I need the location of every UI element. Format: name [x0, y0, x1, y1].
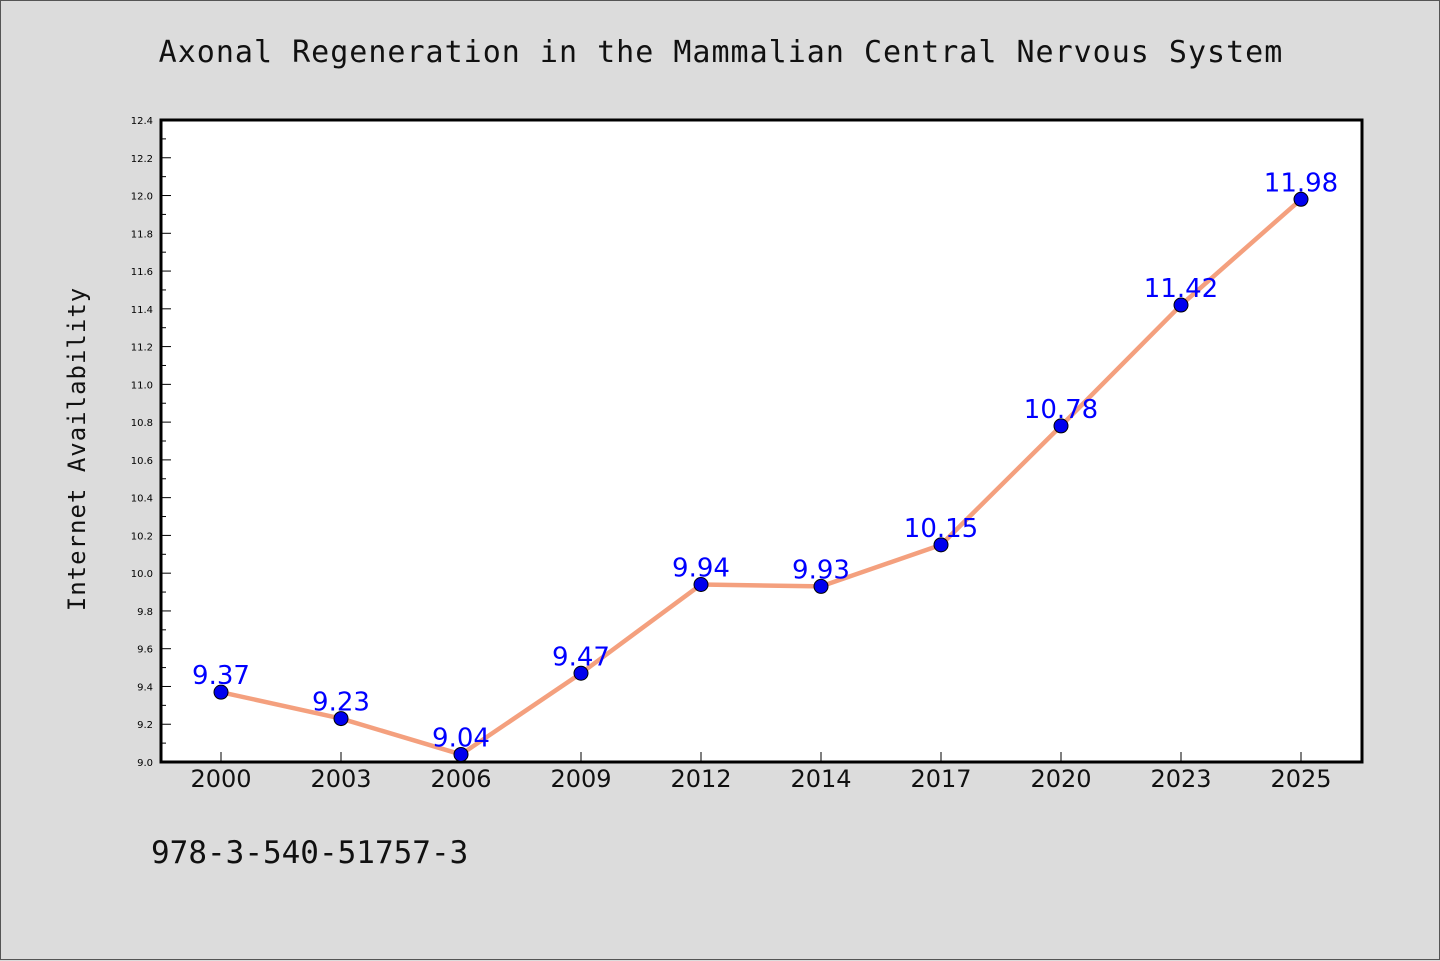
- y-axis-title: Internet Availability: [63, 287, 91, 611]
- data-point: [333, 711, 349, 727]
- data-point: [693, 577, 709, 593]
- y-tick-label: 11.0: [131, 380, 153, 391]
- x-tick-label: 2003: [310, 765, 371, 793]
- data-points: [213, 191, 1309, 762]
- x-tick-label: 2017: [910, 765, 971, 793]
- y-tick-label: 9.2: [137, 720, 153, 731]
- y-tick-label: 12.2: [131, 154, 153, 165]
- plot-area: [159, 118, 1364, 764]
- y-tick-label: 10.4: [131, 494, 153, 505]
- data-label: 11.42: [1144, 274, 1218, 304]
- data-label: 9.23: [312, 688, 370, 718]
- data-label: 11.98: [1264, 168, 1338, 198]
- y-tick-label: 10.6: [131, 456, 153, 467]
- y-tick-label: 12.0: [131, 192, 153, 203]
- y-tick-label: 9.6: [137, 645, 153, 656]
- series-line: [220, 197, 1303, 757]
- data-point: [813, 578, 829, 594]
- y-tick-label: 10.2: [131, 531, 153, 542]
- footer-code: 978-3-540-51757-3: [151, 835, 469, 871]
- data-point: [213, 684, 229, 700]
- y-axis: 9.0 9.2 9.4 9.6 9.8 10.0 10.2 10.4 10.6 10.8 11.0 1…: [131, 116, 171, 769]
- x-axis: 2000 2003 2006 2009 2012 2014 2017 2020 2023 2025: [190, 752, 1332, 793]
- data-label: 9.47: [552, 642, 610, 672]
- data-label: 9.94: [672, 554, 730, 584]
- data-label: 9.93: [792, 555, 850, 585]
- data-point: [1293, 191, 1309, 207]
- y-tick-label: 11.6: [131, 267, 153, 278]
- y-tick-label: 10.8: [131, 418, 153, 429]
- data-label: 10.15: [904, 514, 978, 544]
- x-tick-label: 2000: [190, 765, 251, 793]
- y-tick-label: 9.8: [137, 607, 153, 618]
- y-tick-label: 10.0: [131, 569, 153, 580]
- x-tick-label: 2014: [790, 765, 851, 793]
- data-point: [453, 746, 469, 762]
- data-point: [933, 537, 949, 553]
- data-point: [1053, 418, 1069, 434]
- x-tick-label: 2025: [1270, 765, 1331, 793]
- data-label: 9.04: [432, 723, 490, 753]
- y-tick-label: 11.8: [131, 229, 153, 240]
- y-tick-label: 11.2: [131, 343, 153, 354]
- y-tick-label: 11.4: [131, 305, 153, 316]
- y-tick-label: 12.4: [131, 116, 153, 127]
- x-tick-label: 2012: [670, 765, 731, 793]
- data-point: [1173, 297, 1189, 313]
- y-tick-label: 9.0: [137, 758, 153, 769]
- x-tick-label: 2023: [1150, 765, 1211, 793]
- x-tick-label: 2006: [430, 765, 491, 793]
- data-point: [573, 665, 589, 681]
- y-tick-label: 9.4: [137, 682, 153, 693]
- x-tick-label: 2020: [1030, 765, 1091, 793]
- x-tick-label: 2009: [550, 765, 611, 793]
- data-label: 10.78: [1024, 395, 1098, 425]
- chart-title: Axonal Regeneration in the Mammalian Cen…: [158, 35, 1284, 70]
- data-labels: 9.37 9.23 9.04 9.47 9.94 9.93 10.15 10.78 11.42 1…: [192, 168, 1338, 753]
- data-label: 9.37: [192, 661, 250, 691]
